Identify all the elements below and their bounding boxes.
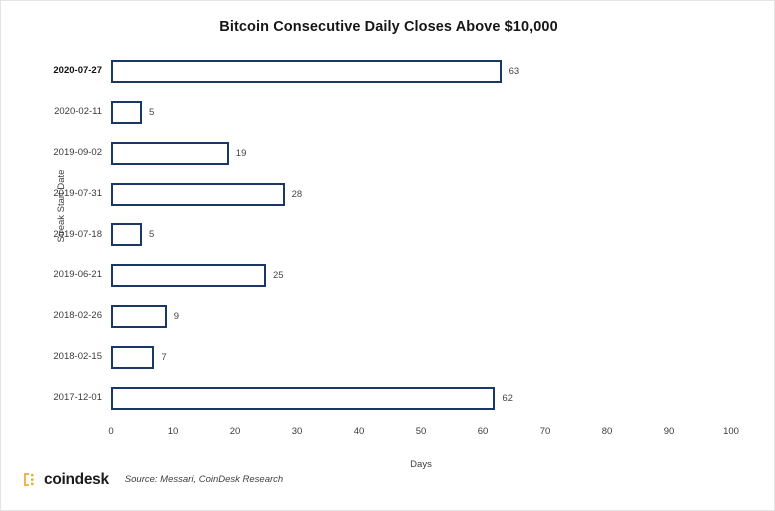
source-note: Source: Messari, CoinDesk Research: [124, 474, 284, 486]
y-axis-tick-label: 2020-07-27: [53, 65, 102, 76]
bar: [111, 346, 155, 370]
bar-row: 2019-07-31 28: [53, 174, 731, 215]
bar-value-label: 28: [291, 188, 303, 200]
x-axis-tick-label: 80: [601, 426, 613, 437]
bar: [111, 305, 167, 329]
bar-value-label: 25: [273, 270, 284, 282]
y-axis-tick-label: 2017-12-01: [53, 392, 102, 404]
plot-area: 2020-07-27 63 2020-02-11 5 2019-09-02 19 2019-…: [53, 51, 731, 419]
bar-row: 2019-09-02 19: [53, 133, 731, 174]
bar-value-label: 62: [502, 393, 513, 405]
y-axis-tick-label: 2018-02-15: [53, 351, 102, 363]
x-axis-tick-label: 40: [353, 426, 365, 437]
x-axis-tick-labels: 0 10 20 30 40 50 60 70 80 90 100: [108, 426, 739, 442]
x-axis-tick-label: 50: [415, 426, 427, 437]
bar: [111, 387, 496, 411]
bar-row: 2019-06-21 25: [53, 255, 731, 296]
footer: coindesk Source: Messari, CoinDesk Resea…: [23, 472, 283, 488]
x-axis-tick-label: 100: [723, 426, 739, 437]
bar-value-label: 63: [508, 65, 520, 77]
page-title: Bitcoin Consecutive Daily Closes Above $…: [219, 19, 558, 35]
bar-row: 2019-07-18 5: [53, 215, 731, 256]
bar: [111, 264, 266, 288]
bar: [111, 223, 142, 247]
x-axis-tick-label: 30: [291, 426, 303, 437]
bar-value-label: 5: [149, 106, 155, 118]
bar-row: 2020-07-27 63: [53, 51, 731, 92]
bar-row: 2017-12-01 62: [53, 378, 731, 419]
x-axis-tick-label: 90: [663, 426, 675, 437]
bar: [111, 182, 285, 206]
bar: [111, 100, 142, 124]
bar-row: 2018-02-26 9: [53, 296, 731, 337]
coindesk-wordmark: coindesk: [44, 471, 109, 488]
x-axis-tick-label: 70: [539, 426, 551, 437]
y-axis-tick-label: 2019-07-18: [53, 228, 102, 240]
y-axis-tick-label: 2019-06-21: [53, 269, 102, 281]
bar: [111, 59, 502, 83]
x-axis-title: Days: [410, 459, 432, 470]
bar-value-label: 9: [173, 311, 180, 323]
bar-value-label: 5: [149, 229, 155, 241]
y-axis-tick-label: 2018-02-26: [53, 310, 102, 322]
coindesk-logo: coindesk: [23, 472, 109, 488]
bar-value-label: 19: [235, 147, 247, 159]
y-axis-tick-label: 2020-02-11: [54, 105, 102, 117]
x-axis-tick-label: 0: [108, 426, 114, 437]
y-axis-tick-label: 2019-09-02: [53, 146, 102, 158]
x-axis-tick-label: 20: [229, 426, 241, 437]
bar-row: 2020-02-11 5: [54, 92, 731, 133]
bar-value-label: 7: [161, 352, 167, 364]
bar: [111, 141, 229, 165]
bar-row: 2018-02-15 7: [53, 337, 731, 378]
y-axis-tick-label: 2019-07-31: [53, 187, 102, 199]
x-axis-tick-label: 10: [167, 426, 179, 437]
x-axis-tick-label: 60: [477, 426, 489, 437]
coindesk-bracket-icon: [24, 473, 34, 487]
